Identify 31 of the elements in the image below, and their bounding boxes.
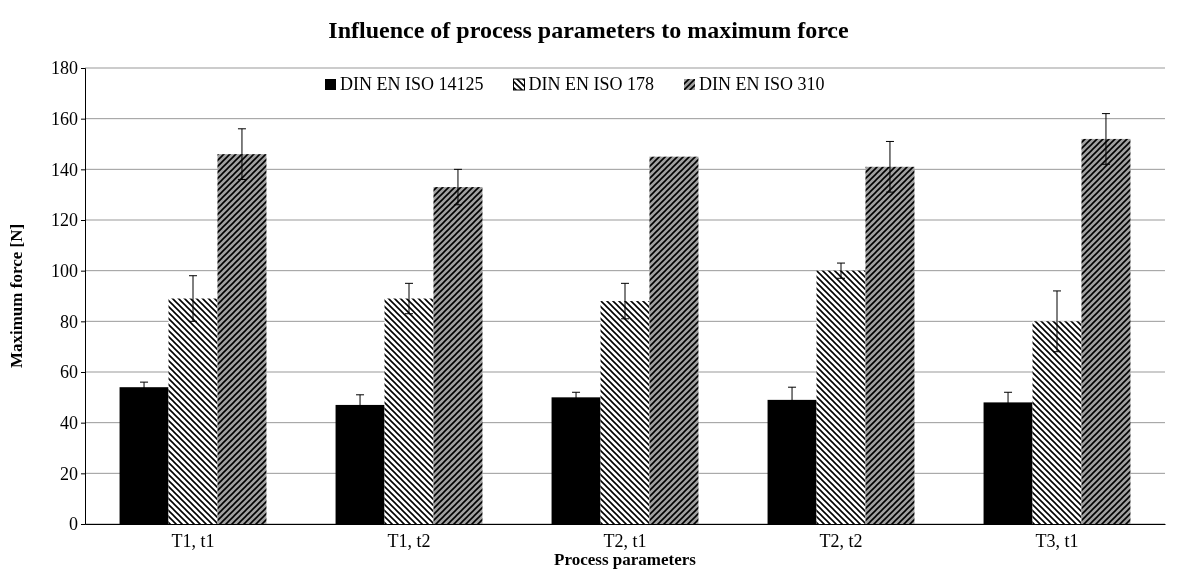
y-tick-label: 100 [51,260,78,281]
bar [816,270,866,524]
y-tick-label: 160 [51,108,78,129]
bar [217,154,267,524]
x-tick-label: T3, t1 [1035,530,1079,551]
y-tick-label: 140 [51,159,78,180]
bar [433,187,483,524]
y-axis-title: Maximum force [N] [7,223,26,369]
bar [384,298,434,524]
y-tick-label: 0 [69,514,78,535]
bar [649,156,699,524]
bar [865,166,915,524]
x-axis-title: Process parameters [554,550,697,569]
x-tick-label: T2, t1 [603,530,647,551]
bar [1032,321,1082,524]
x-tick-label: T1, t2 [387,530,431,551]
y-tick-label: 20 [60,463,78,484]
y-tick-label: 120 [51,210,78,231]
chart-title: Influence of process parameters to maximum force [328,17,850,43]
bar [600,301,650,524]
legend-label: DIN EN ISO 310 [699,74,825,94]
x-tick-label: T1, t1 [171,530,215,551]
x-tick-label: T2, t2 [819,530,863,551]
bar [168,298,218,524]
legend-label: DIN EN ISO 178 [528,74,654,94]
y-tick-label: 60 [60,362,78,383]
y-tick-label: 80 [60,311,78,332]
bar [1081,138,1131,524]
y-tick-label: 40 [60,412,78,433]
legend-label: DIN EN ISO 14125 [340,74,484,94]
y-tick-label: 180 [51,58,78,79]
